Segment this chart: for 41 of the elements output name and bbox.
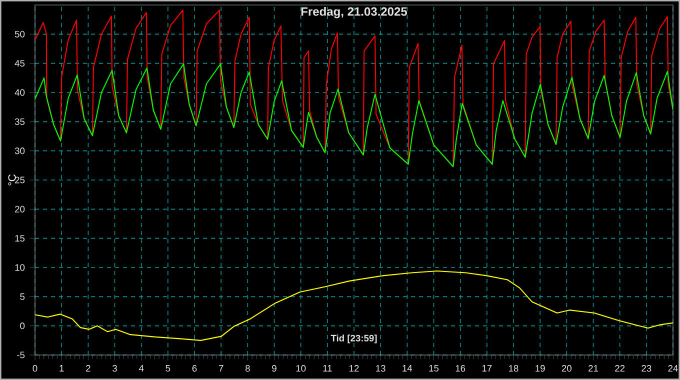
y-tick-label: -5 [17,352,25,358]
x-tick-label: 18 [509,365,518,372]
y-axis-title: °C [8,174,16,186]
x-tick-label: 13 [376,365,386,372]
x-tick-label: 7 [218,365,224,372]
x-tick-label: 16 [456,365,466,372]
x-tick-label: 1 [60,365,64,372]
y-tick-label: 15 [15,235,25,242]
x-tick-label: 10 [296,365,306,372]
x-tick-label: 21 [588,365,598,372]
y-tick-label: 35 [14,118,25,125]
y-tick-label: 25 [15,176,25,184]
x-tick-label: 22 [615,365,625,372]
y-tick-label: 0 [20,322,25,330]
x-tick-label: 11 [323,365,332,372]
y-tick-label: 5 [20,293,25,300]
line-series [35,63,673,168]
x-tick-label: 20 [562,365,572,372]
x-tick-label: 9 [272,365,276,372]
y-tick-label: 20 [15,206,25,212]
y-tick-label: 40 [14,89,25,96]
x-tick-label: 8 [245,365,250,372]
x-tick-label: 24 [668,365,678,372]
chart-title: Fredag, 21.03.2025 [301,6,408,18]
x-tick-label: 3 [112,365,117,372]
y-tick-label: 30 [14,148,25,154]
x-tick-label: 2 [86,365,90,372]
y-tick-label: 45 [14,60,25,67]
x-tick-label: 6 [192,365,197,372]
x-tick-label: 4 [138,365,144,372]
y-tick-label: 50 [14,30,25,38]
x-axis-title: Tid [23:59] [330,334,377,344]
x-tick-label: 14 [402,365,412,372]
x-tick-label: 17 [482,365,492,372]
x-tick-label: 12 [350,365,359,372]
x-tick-label: 23 [642,365,652,372]
y-tick-label: 10 [15,264,25,271]
x-tick-label: 5 [166,365,170,372]
x-tick-label: 15 [429,365,439,372]
x-tick-label: 19 [536,365,545,372]
x-tick-label: 0 [32,365,38,372]
